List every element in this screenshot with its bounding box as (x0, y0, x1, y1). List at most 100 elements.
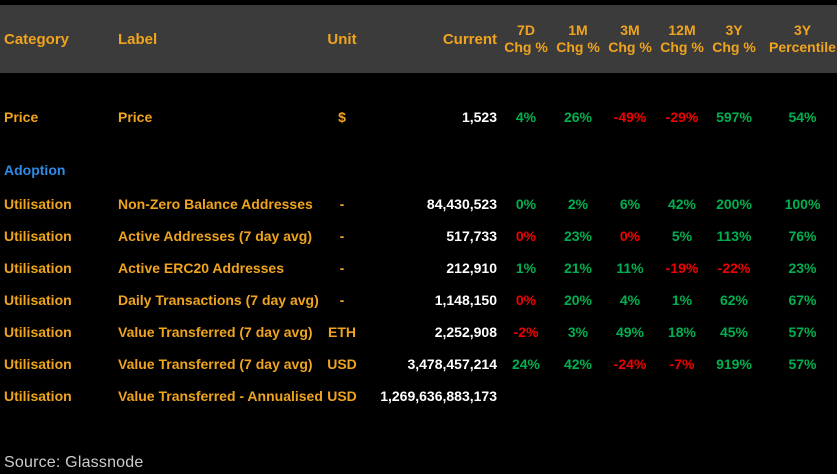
current-cell: 3,478,457,214 (407, 356, 497, 372)
unit-cell: ETH (328, 324, 356, 340)
current-cell: 2,252,908 (434, 324, 497, 340)
header-12m-chg: 12M Chg % (656, 22, 708, 57)
section-row: Adoption (0, 157, 837, 183)
category-cell: Utilisation (4, 388, 72, 404)
header-period-top: 3Y (793, 21, 812, 38)
header-period-bottom: Percentile (769, 39, 836, 55)
pct-cell: 4% (619, 292, 641, 308)
label-cell: Price (118, 109, 153, 125)
pct-cell: 0% (515, 196, 537, 212)
pct-cell: 24% (511, 356, 541, 372)
pct-cell: 0% (515, 292, 537, 308)
pct-cell: 54% (788, 109, 817, 125)
category-cell: Utilisation (4, 196, 72, 212)
pct-cell: 42% (667, 196, 697, 212)
pct-cell: 21% (563, 260, 593, 276)
pct-cell: 23% (788, 260, 817, 276)
pct-cell: 6% (619, 196, 641, 212)
category-cell: Adoption (4, 162, 66, 178)
header-period-bottom: Chg % (504, 39, 548, 55)
pct-cell: -7% (669, 356, 695, 372)
label-cell: Active Addresses (7 day avg) (118, 228, 313, 244)
header-3y-chg: 3Y Chg % (708, 22, 760, 57)
current-cell: 84,430,523 (426, 196, 497, 212)
pct-cell: 62% (719, 292, 749, 308)
pct-cell: 45% (719, 324, 749, 340)
label-cell: Active ERC20 Addresses (118, 260, 285, 276)
pct-cell: 5% (671, 228, 693, 244)
table-row: Utilisation Active ERC20 Addresses - 212,91… (0, 252, 837, 284)
category-cell: Utilisation (4, 260, 72, 276)
table-row: Utilisation Value Transferred (7 day avg)… (0, 348, 837, 380)
unit-cell: - (339, 196, 345, 212)
current-cell: 1,269,636,883,173 (380, 388, 497, 404)
pct-cell: 18% (667, 324, 697, 340)
table-body: Price Price $1,523 4% 26% -49% -29% 597% 54% Adop… (0, 101, 837, 412)
header-period-top: 12M (668, 21, 696, 38)
current-cell: 1,148,150 (434, 292, 497, 308)
label-cell: Non-Zero Balance Addresses (118, 196, 313, 212)
table-row: Utilisation Value Transferred (7 day avg)… (0, 316, 837, 348)
header-category: Category (4, 30, 70, 48)
pct-cell: 4% (515, 109, 537, 125)
table-row: Price Price $1,523 4% 26% -49% -29% 597% 54% (0, 101, 837, 133)
table-row: Utilisation Value Transferred - Annualise… (0, 380, 837, 412)
pct-cell: 200% (716, 196, 752, 212)
pct-cell: 67% (788, 292, 817, 308)
pct-cell: 20% (563, 292, 593, 308)
header-period-bottom: Chg % (712, 39, 756, 55)
header-period-top: 7D (517, 21, 535, 38)
header-current: Current (442, 30, 497, 48)
label-cell: Value Transferred - Annualised (118, 388, 323, 404)
header-7d-chg: 7D Chg % (500, 22, 552, 57)
current-cell: 1,523 (461, 109, 497, 125)
pct-cell: 0% (515, 228, 537, 244)
pct-cell: 23% (563, 228, 593, 244)
header-3m-chg: 3M Chg % (604, 22, 656, 57)
pct-cell: -2% (513, 324, 539, 340)
unit-cell: - (339, 228, 345, 244)
unit-cell: USD (327, 356, 357, 372)
label-cell: Daily Transactions (7 day avg) (118, 292, 319, 308)
header-period-bottom: Chg % (660, 39, 704, 55)
pct-cell: 3% (567, 324, 589, 340)
pct-cell: 1% (671, 292, 693, 308)
header-period-top: 3M (620, 21, 640, 38)
category-cell: Utilisation (4, 292, 72, 308)
pct-cell: -49% (613, 109, 647, 125)
pct-cell: 597% (716, 109, 752, 125)
source-label: Source: Glassnode (4, 454, 144, 471)
header-period-top: 1M (568, 21, 588, 38)
header-1m-chg: 1M Chg % (552, 22, 604, 57)
header-unit: Unit (327, 30, 357, 48)
current-cell: 517,733 (446, 228, 497, 244)
pct-cell: 26% (563, 109, 593, 125)
header-period-bottom: Chg % (608, 39, 652, 55)
label-cell: Value Transferred (7 day avg) (118, 324, 313, 340)
header-period-bottom: Chg % (556, 39, 600, 55)
header-3y-percentile: 3Y Percentile (760, 22, 837, 57)
category-cell: Utilisation (4, 324, 72, 340)
category-cell: Utilisation (4, 228, 72, 244)
pct-cell: 2% (567, 196, 589, 212)
unit-cell: - (339, 260, 345, 276)
pct-cell: 100% (784, 196, 821, 212)
pct-cell: 42% (563, 356, 593, 372)
pct-cell: 1% (515, 260, 537, 276)
pct-cell: 113% (716, 228, 752, 244)
category-cell: Utilisation (4, 356, 72, 372)
label-cell: Value Transferred (7 day avg) (118, 356, 313, 372)
table-row: Utilisation Non-Zero Balance Addresses - 84… (0, 188, 837, 220)
table-row: Utilisation Active Addresses (7 day avg) -… (0, 220, 837, 252)
pct-cell: -22% (717, 260, 751, 276)
header-period-top: 3Y (725, 21, 743, 38)
pct-cell: 76% (788, 228, 817, 244)
pct-cell: 919% (716, 356, 752, 372)
pct-cell: 57% (788, 324, 817, 340)
pct-cell: -24% (613, 356, 647, 372)
current-cell: 212,910 (446, 260, 497, 276)
unit-cell: - (339, 292, 345, 308)
pct-cell: 57% (788, 356, 817, 372)
pct-cell: 49% (615, 324, 645, 340)
